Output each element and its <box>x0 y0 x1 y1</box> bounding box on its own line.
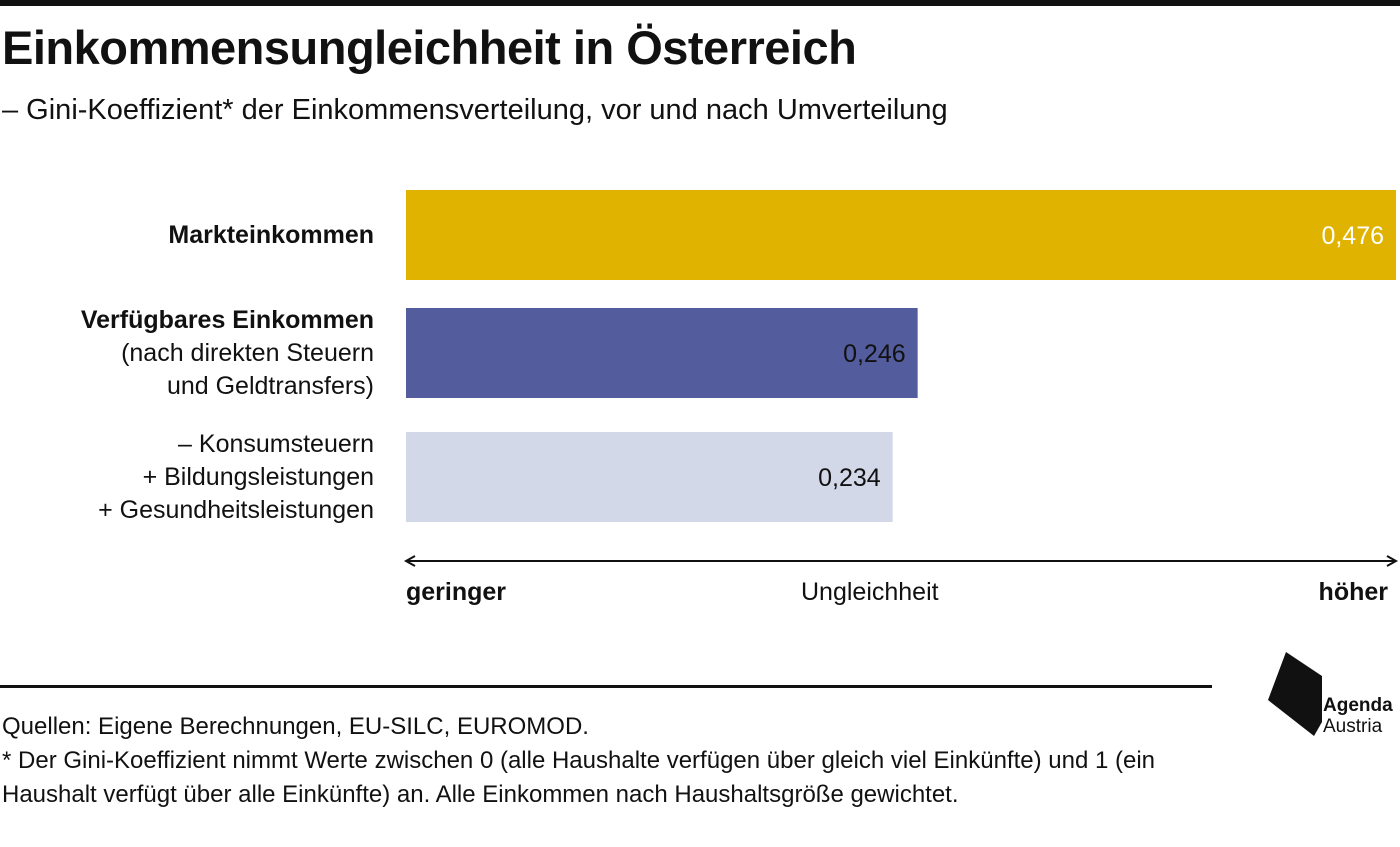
category-label-line: – Konsumsteuern <box>178 429 374 458</box>
footer-rule <box>0 685 1212 688</box>
bar-chart: 0,476 0,246 0,234 <box>403 190 1399 567</box>
category-label-line: und Geldtransfers) <box>166 371 374 400</box>
footer-note: * Der Gini-Koeffizient nimmt Werte zwisc… <box>2 747 1156 808</box>
axis-arrowhead-left <box>403 555 416 567</box>
footer: Quellen: Eigene Berechnungen, EU-SILC, E… <box>2 710 1192 812</box>
category-label-1: Markteinkommen <box>168 219 374 252</box>
category-label-line: Verfügbares Einkommen <box>80 305 374 334</box>
category-label-line: + Gesundheitsleistungen <box>98 495 374 524</box>
axis-label-lower: geringer <box>406 578 507 606</box>
logo-text-line1: Agenda <box>1323 695 1393 716</box>
footer-sources: Quellen: Eigene Berechnungen, EU-SILC, E… <box>2 713 589 740</box>
axis-label-middle: Ungleichheit <box>801 578 939 606</box>
category-label-2: Verfügbares Einkommen (nach direkten Steu… <box>81 304 374 403</box>
category-label-line: + Bildungsleistungen <box>142 462 374 491</box>
bar-value-label-3: 0,234 <box>818 464 881 492</box>
chart-title: Einkommensungleichheit in Österreich <box>2 21 857 74</box>
bar-value-label-2: 0,246 <box>843 340 906 368</box>
bar-1 <box>406 190 1396 280</box>
bar-3 <box>406 432 893 522</box>
logo-text-line2: Austria <box>1323 716 1383 737</box>
agenda-austria-logo-icon <box>1268 652 1322 736</box>
category-label-3: – Konsumsteuern + Bildungsleistungen + Ges… <box>98 428 374 527</box>
top-rule <box>0 0 1400 6</box>
category-label-line: (nach direkten Steuern <box>121 338 374 367</box>
chart-subtitle: – Gini-Koeffizient* der Einkommensvertei… <box>2 94 948 126</box>
axis-label-higher: höher <box>1318 578 1388 606</box>
bar-value-label-1: 0,476 <box>1321 222 1384 250</box>
bar-2 <box>406 308 918 398</box>
category-label-line: Markteinkommen <box>168 220 374 249</box>
axis-arrowhead-right <box>1386 555 1399 567</box>
